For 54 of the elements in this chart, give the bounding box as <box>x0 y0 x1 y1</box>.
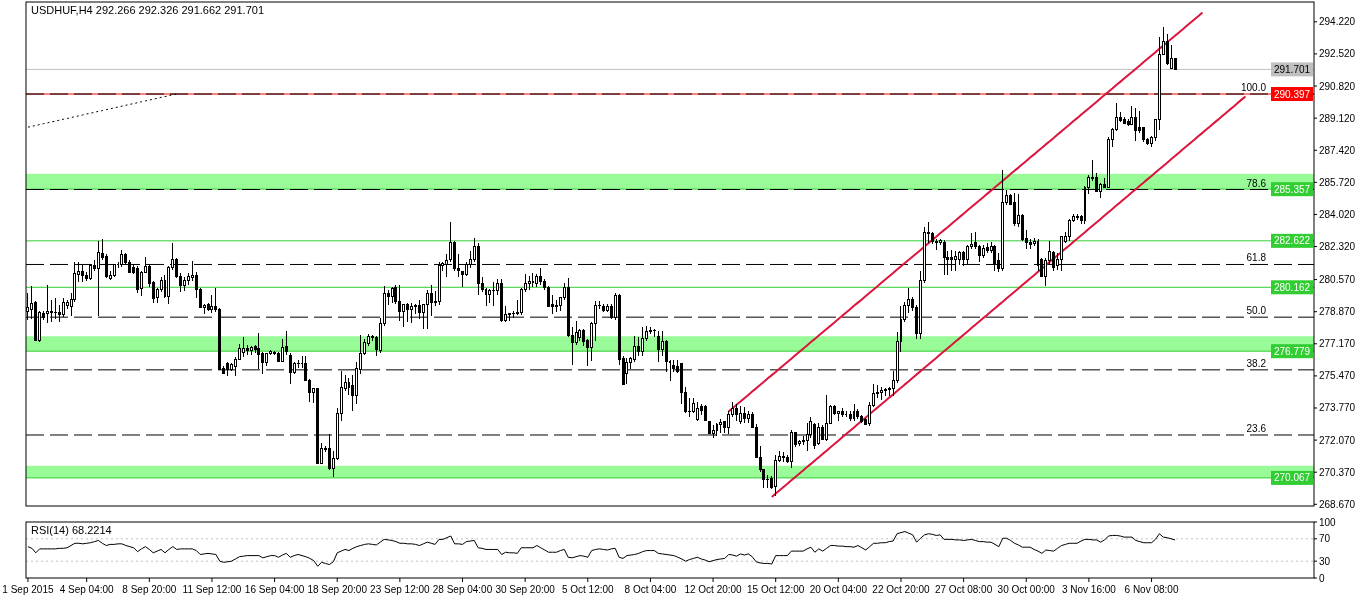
y-tick-label: 290.820 <box>1319 80 1356 92</box>
x-tick-label: 8 Oct 04:00 <box>624 584 677 595</box>
x-tick-label: 5 Oct 12:00 <box>561 584 615 595</box>
ref-line-label: 291.701 <box>1273 63 1311 75</box>
x-tick-label: 22 Oct 20:00 <box>872 584 931 595</box>
x-tick-label: 16 Sep 04:00 <box>244 584 305 595</box>
y-tick-label: 285.720 <box>1319 176 1356 188</box>
x-tick-label: 20 Oct 04:00 <box>809 584 868 595</box>
x-tick-label: 12 Oct 20:00 <box>684 584 743 595</box>
ref-line-label: 280.162 <box>1273 281 1311 293</box>
x-tick-label: 15 Oct 12:00 <box>747 584 805 595</box>
x-tick-label: 28 Sep 04:00 <box>432 584 493 595</box>
x-tick-label: 4 Sep 04:00 <box>59 584 115 595</box>
x-tick-label: 3 Nov 16:00 <box>1061 584 1117 595</box>
y-tick-label: 282.320 <box>1319 241 1356 253</box>
ref-line-label: 282.622 <box>1273 235 1311 247</box>
x-tick-label: 8 Sep 20:00 <box>122 584 177 595</box>
ref-line-label: 276.779 <box>1273 345 1311 357</box>
y-tick-label: 287.420 <box>1319 144 1356 156</box>
y-tick-label: 294.220 <box>1319 16 1356 28</box>
y-tick-label: 292.520 <box>1319 48 1356 60</box>
x-tick-label: 30 Sep 20:00 <box>495 584 556 595</box>
y-tick-label: 100 <box>1319 516 1337 528</box>
y-tick-label: 278.870 <box>1319 306 1356 318</box>
y-tick-label: 70 <box>1319 533 1331 545</box>
y-tick-label: 284.020 <box>1319 208 1356 220</box>
ref-line-label: 270.067 <box>1273 472 1311 484</box>
annotation: 50.0 <box>1246 305 1267 317</box>
x-tick-label: 1 Sep 2015 <box>2 584 54 595</box>
y-tick-label: 277.170 <box>1319 338 1356 350</box>
annotation: 100.0 <box>1240 82 1267 94</box>
ref-line-label: 285.357 <box>1273 183 1311 195</box>
ref-line-label: 290.397 <box>1273 88 1311 100</box>
y-tick-label: 275.470 <box>1319 370 1356 382</box>
y-tick-label: 30 <box>1319 555 1331 567</box>
y-tick-label: 280.570 <box>1319 274 1356 286</box>
x-tick-label: 30 Oct 00:00 <box>997 584 1056 595</box>
y-tick-label: 270.370 <box>1319 466 1356 478</box>
x-tick-label: 23 Sep 12:00 <box>370 584 431 595</box>
annotation: 61.8 <box>1246 252 1267 264</box>
chart-title: USDHUF,H4 292.266 292.326 291.662 291.701 <box>31 4 265 16</box>
x-tick-label: 27 Oct 08:00 <box>934 584 993 595</box>
annotation: 38.2 <box>1246 357 1267 369</box>
chart-title: RSI(14) 68.2214 <box>31 524 112 536</box>
y-tick-label: 0 <box>1319 572 1325 584</box>
y-tick-label: 268.670 <box>1319 498 1356 510</box>
x-tick-label: 6 Nov 08:00 <box>1124 584 1179 595</box>
y-tick-label: 273.770 <box>1319 402 1356 414</box>
annotation: 78.6 <box>1246 177 1267 189</box>
x-tick-label: 18 Sep 20:00 <box>307 584 368 595</box>
x-tick-label: 11 Sep 12:00 <box>182 584 242 595</box>
y-tick-label: 289.120 <box>1319 112 1356 124</box>
annotation: 23.6 <box>1246 423 1267 434</box>
y-tick-label: 272.070 <box>1319 434 1356 446</box>
